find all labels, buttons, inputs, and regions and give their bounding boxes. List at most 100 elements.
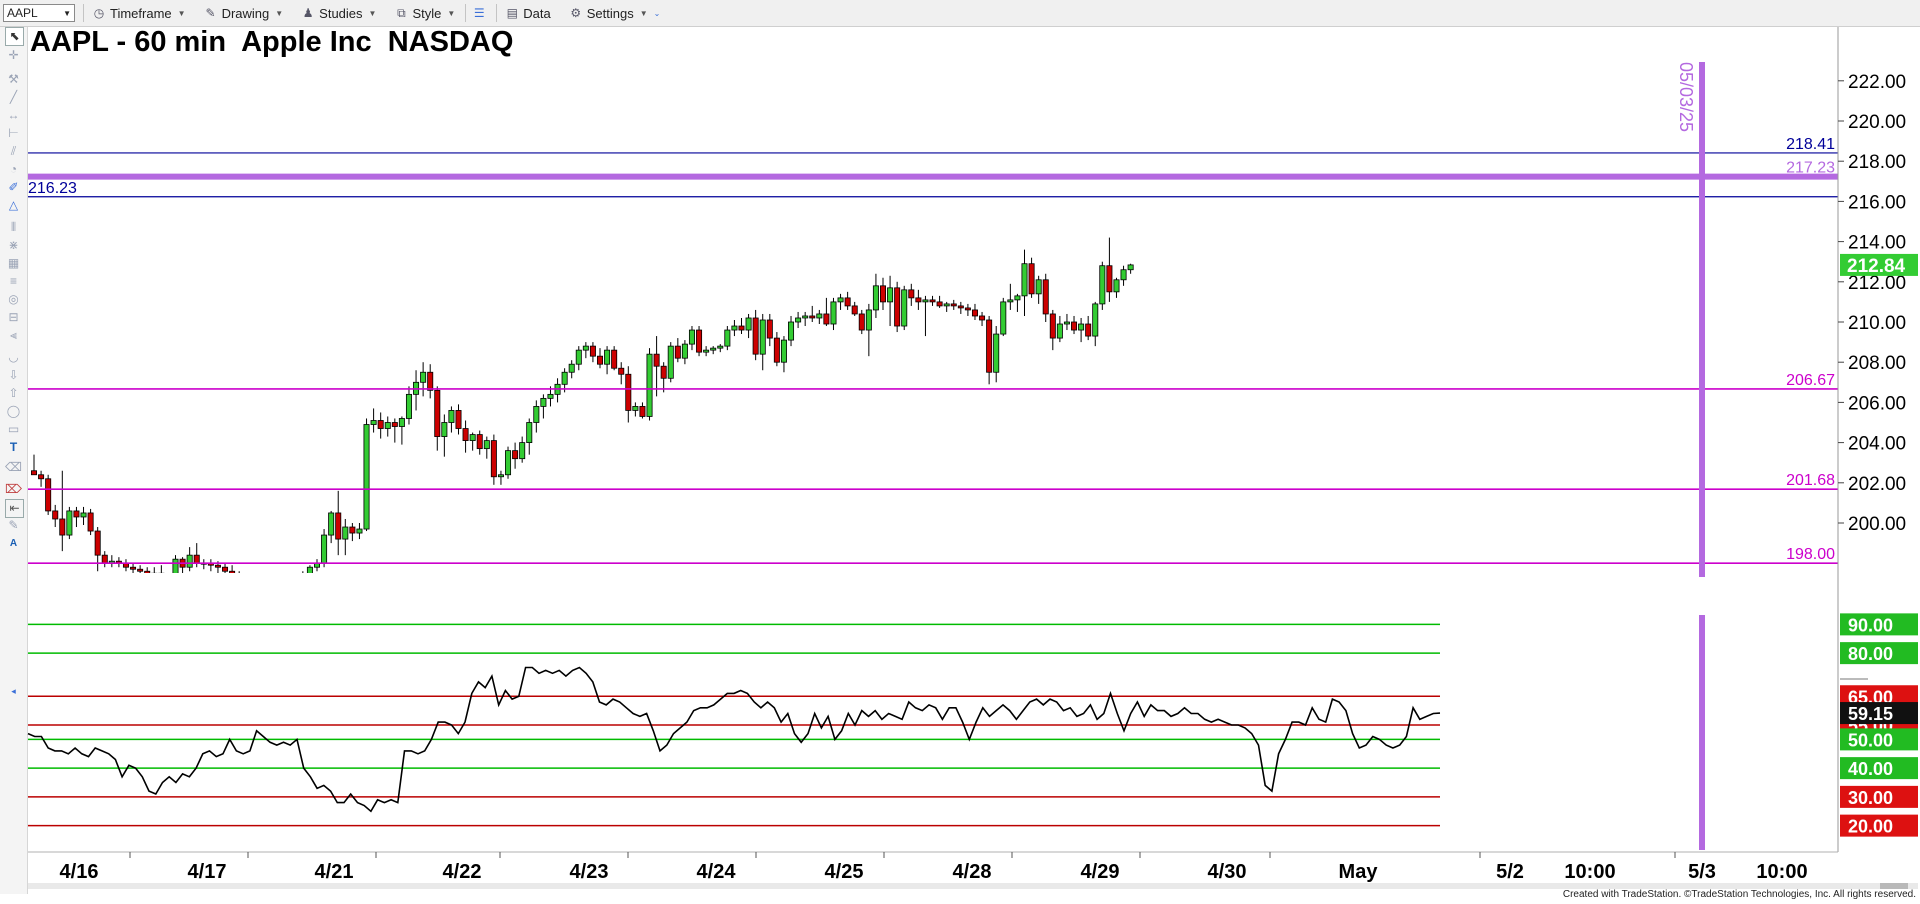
pointer-tool-icon[interactable]: ⬉ <box>5 27 24 46</box>
candle-body <box>158 572 165 573</box>
candle-body <box>971 309 978 317</box>
last-osc-badge <box>1840 702 1918 725</box>
level-badge-label: 20.00 <box>1848 817 1893 837</box>
ellipse-tool-icon[interactable]: ◯ <box>6 404 21 418</box>
trendline-tool-icon[interactable]: ╱ <box>9 90 18 104</box>
candle-body <box>87 512 94 532</box>
arrow-down-tool-icon[interactable]: ⇩ <box>8 368 19 382</box>
candle-body <box>639 406 646 417</box>
scrollbar-thumb[interactable] <box>1880 883 1908 889</box>
candle-body <box>222 566 229 572</box>
eraser-tool-icon[interactable]: ⌫ <box>5 460 22 474</box>
cycle-tool-icon[interactable]: ◎ <box>8 292 19 306</box>
candle-body <box>59 518 66 536</box>
arrow-up-tool-icon[interactable]: ⇧ <box>8 386 19 400</box>
level-badge <box>1840 785 1918 808</box>
candle-body <box>780 339 787 363</box>
price-plot-area <box>30 237 1134 591</box>
candle-body <box>915 297 922 303</box>
time-tick-label: 4/24 <box>697 861 737 883</box>
text-tool-icon[interactable]: T <box>9 440 18 454</box>
candle-body <box>1113 279 1120 293</box>
timeframe-menu[interactable]: ◷ Timeframe ▼ <box>84 0 196 26</box>
crosshair-tool-icon[interactable]: ✛ <box>8 48 19 62</box>
grid-tool-icon[interactable]: ▦ <box>7 256 20 270</box>
chevron-down-icon: ▼ <box>368 8 377 18</box>
wrench-tool-icon[interactable]: ⚒ <box>8 72 19 86</box>
candle-body <box>625 373 632 411</box>
arc-tool-icon[interactable]: ◡ <box>8 350 19 364</box>
ray-tool-icon[interactable]: ↔ <box>7 108 20 122</box>
candle-body <box>398 418 405 427</box>
level-badge-label: 50.00 <box>1848 730 1893 750</box>
settings-menu[interactable]: ⚙ Settings ▼ ⌄ <box>561 0 665 26</box>
time-tick-label: 5/2 <box>1496 861 1524 883</box>
candle-body <box>462 428 469 441</box>
candle-body <box>745 317 752 331</box>
time-tick-label: 4/23 <box>570 861 609 883</box>
text-annotation-icon[interactable]: A <box>9 538 18 549</box>
time-tick-label: 4/17 <box>188 861 227 883</box>
triangle-tool-icon[interactable]: △ <box>8 198 19 212</box>
speed-tool-icon[interactable]: ⊟ <box>8 310 19 324</box>
candle-body <box>1000 301 1007 335</box>
candle-body <box>1035 279 1042 295</box>
candle-body <box>1007 299 1014 303</box>
time-tick-label: 5/3 <box>1688 861 1716 883</box>
candle-body <box>724 329 731 347</box>
edit-tool-icon[interactable]: ✎ <box>8 518 19 532</box>
left-align-tool-icon[interactable]: ⇤ <box>5 499 24 518</box>
fib-tool-icon[interactable]: ◔ <box>9 162 18 176</box>
candle-body <box>703 349 710 353</box>
pen-tool-icon[interactable]: ✐ <box>8 180 19 194</box>
lines-tool-icon[interactable]: ≡ <box>9 274 17 288</box>
drawing-menu[interactable]: ✎ Drawing ▼ <box>196 0 294 26</box>
candle-body <box>94 530 101 556</box>
overflow-icon[interactable]: ⌄ <box>653 8 661 18</box>
gann-tool-icon[interactable]: ⋇ <box>8 238 19 252</box>
data-menu[interactable]: ▤ Data <box>497 0 560 26</box>
candle-body <box>377 420 384 429</box>
candle-body <box>526 422 533 444</box>
candle-body <box>45 478 52 512</box>
vertical-lines-tool-icon[interactable]: ⦀ <box>10 220 17 234</box>
candle-body <box>505 450 512 476</box>
time-tick-label: 4/28 <box>953 861 992 883</box>
toolbar-separator <box>496 4 498 22</box>
layout-button[interactable]: ☰ <box>466 0 496 26</box>
candle-body <box>258 587 263 589</box>
fan-tool-icon[interactable]: ⫷ <box>10 328 17 342</box>
toolbar-separator <box>83 4 84 22</box>
symbol-input[interactable]: AAPL ▼ <box>3 4 75 22</box>
candle-body <box>957 305 964 309</box>
candle-body <box>293 581 298 589</box>
delete-drawings-icon[interactable]: ⌦ <box>5 482 22 496</box>
candle-body <box>1028 263 1035 295</box>
candle-body <box>349 526 356 534</box>
price-tick-label: 206.00 <box>1848 393 1906 414</box>
candle-body <box>696 329 703 353</box>
price-tick-label: 204.00 <box>1848 434 1906 455</box>
candle-body <box>363 424 370 530</box>
level-badge <box>1840 642 1918 665</box>
level-label: 198.00 <box>1786 546 1835 563</box>
style-label: Style <box>412 5 442 21</box>
time-tick-label: 4/29 <box>1081 861 1120 883</box>
rectangle-tool-icon[interactable]: ▭ <box>7 422 20 436</box>
candle-body <box>420 371 427 383</box>
time-tick-label: May <box>1339 861 1379 883</box>
candle-body <box>1106 265 1113 293</box>
style-menu[interactable]: ⧉ Style ▼ <box>386 0 465 26</box>
candle-body <box>265 589 270 591</box>
channel-tool-icon[interactable]: ⫽ <box>10 144 17 158</box>
candle-body <box>887 287 894 303</box>
horizontal-line-tool-icon[interactable]: ⊢ <box>8 126 19 140</box>
collapse-arrow-icon[interactable]: ◂ <box>11 686 16 696</box>
time-tick-label: 4/30 <box>1208 861 1247 883</box>
horizontal-scrollbar[interactable] <box>28 883 1918 889</box>
candle-body <box>766 319 773 339</box>
oscillator-panel: 90.0080.0065.0055.0050.0040.0030.0020.00… <box>27 613 1918 837</box>
studies-menu[interactable]: ♟ Studies ▼ <box>293 0 386 26</box>
candle-body <box>922 299 929 303</box>
